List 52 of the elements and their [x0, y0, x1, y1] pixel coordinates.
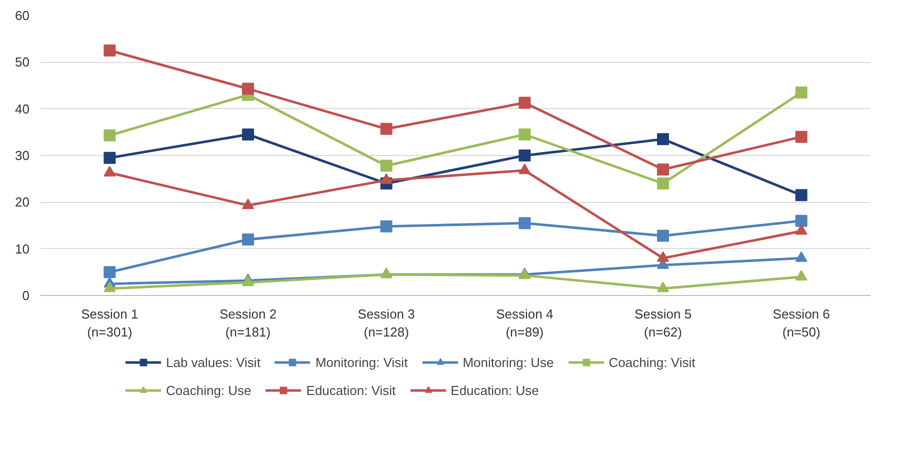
point	[104, 129, 116, 142]
legend-label: Coaching: Use	[166, 382, 252, 398]
x-tick-label: Session 5 (n=62)	[634, 306, 692, 340]
point	[242, 234, 254, 246]
y-tick-label: 40	[15, 101, 30, 116]
x-tick-label: Session 1 (n=301)	[81, 306, 138, 340]
x-tick-label: Session 6 (n=50)	[772, 306, 830, 340]
point	[657, 133, 669, 146]
point	[380, 220, 392, 232]
x-tick-label: Session 4 (n=89)	[496, 306, 554, 340]
legend-label: Coaching: Visit	[608, 354, 696, 370]
point	[657, 230, 669, 242]
point	[518, 164, 531, 174]
legend-label: Lab values: Visit	[166, 354, 260, 370]
point	[242, 128, 254, 140]
y-tick-label: 0	[22, 288, 30, 303]
point	[380, 160, 392, 172]
point	[518, 217, 531, 230]
legend-label: Monitoring: Visit	[315, 354, 408, 370]
point	[104, 166, 116, 176]
point	[795, 130, 808, 143]
x-tick-label: Session 3 (n=128)	[358, 306, 415, 340]
point	[518, 150, 531, 162]
point	[380, 122, 392, 135]
y-tick-label: 60	[15, 8, 30, 23]
point	[518, 96, 531, 109]
point	[795, 189, 808, 202]
y-tick-label: 30	[15, 148, 30, 163]
y-tick-label: 50	[15, 54, 30, 70]
point	[104, 266, 116, 278]
point	[795, 214, 808, 227]
point	[380, 173, 392, 184]
point	[104, 44, 116, 56]
x-tick-label: Session 2 (n=181)	[219, 306, 277, 340]
point	[242, 82, 254, 95]
point	[104, 282, 116, 292]
point	[104, 152, 116, 164]
point	[795, 251, 808, 262]
point	[795, 224, 808, 235]
point	[657, 164, 669, 176]
point	[795, 270, 808, 281]
legend-label: Education: Use	[450, 382, 539, 398]
legend-label: Monitoring: Use	[462, 354, 554, 370]
point	[657, 178, 669, 190]
point	[657, 251, 669, 262]
legend-label: Education: Visit	[306, 382, 396, 398]
point	[242, 198, 254, 210]
point	[518, 128, 531, 140]
y-tick-label: 20	[15, 194, 30, 210]
y-tick-label: 10	[15, 241, 30, 256]
point	[795, 86, 808, 98]
point	[657, 282, 669, 292]
